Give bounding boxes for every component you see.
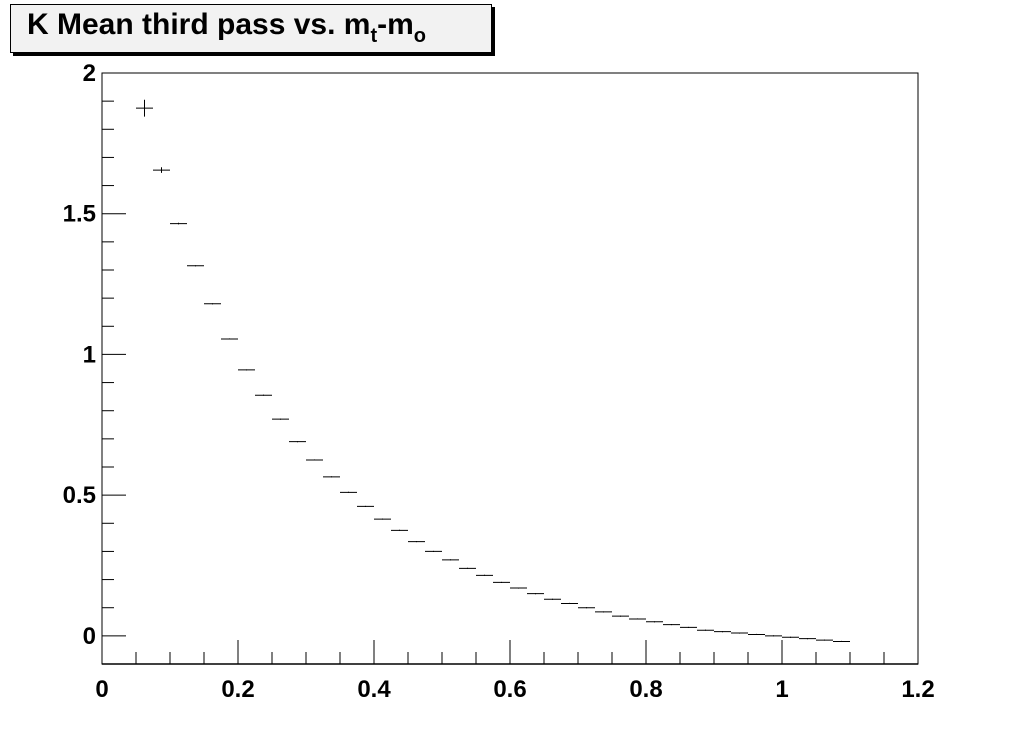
data-point [340,491,357,493]
data-point [765,635,782,637]
data-point [663,624,680,626]
data-point [595,611,612,613]
data-point [544,598,561,600]
y-tick-label: 2 [83,60,96,87]
data-point [323,476,340,478]
data-point [187,265,204,267]
x-tick-label: 0.2 [221,676,254,703]
data-point [816,639,833,641]
data-point [612,615,629,617]
data-point [782,636,799,638]
data-point [357,505,374,507]
x-axis: 0 0.2 0.4 0.6 0.8 1 1.2 [95,640,935,703]
title-main: K Mean third pass vs. m [27,8,371,41]
x-tick-label: 0.4 [357,676,391,703]
data-point [408,541,425,543]
y-tick-label: 0 [83,623,96,650]
title-sub-t: t [370,25,378,47]
x-tick-label: 1 [775,676,788,703]
data-point [442,559,459,561]
data-point [306,459,323,461]
data-point [374,518,391,520]
data-point [578,607,595,609]
data-point [238,369,255,371]
data-point [714,631,731,633]
data-point [459,567,476,569]
x-tick-label: 0.8 [629,676,662,703]
data-point [697,629,714,631]
data-point [476,574,493,576]
data-point [799,638,816,640]
data-point [272,418,289,420]
data-point [680,626,697,628]
y-axis: 0 0.5 1 1.5 2 [63,60,126,665]
y-tick-label: 1 [83,341,96,368]
data-point [561,602,578,605]
title-sub-o: o [413,25,426,47]
y-tick-label: 0.5 [63,482,96,509]
data-point [136,99,153,117]
chart-title: K Mean third pass vs. mt-mo [10,4,492,53]
data-point [289,441,306,443]
y-tick-label: 1.5 [63,201,96,228]
x-tick-label: 0.6 [493,676,526,703]
data-point [493,581,510,583]
data-point [204,303,221,305]
data-point [425,550,442,552]
data-point [510,587,527,589]
data-point [731,632,748,634]
data-point [629,618,646,620]
title-mid: -m [377,8,414,41]
data-point [646,621,663,623]
data-point [221,338,238,340]
data-point [527,593,544,595]
data-point [255,394,272,396]
data-point [153,167,170,173]
x-tick-label: 0 [95,676,108,703]
data-series [136,99,850,643]
data-point [170,222,187,225]
plot-frame [101,72,919,665]
data-point [748,633,765,636]
data-point [833,640,850,643]
x-tick-label: 1.2 [901,676,934,703]
data-point [391,529,408,531]
